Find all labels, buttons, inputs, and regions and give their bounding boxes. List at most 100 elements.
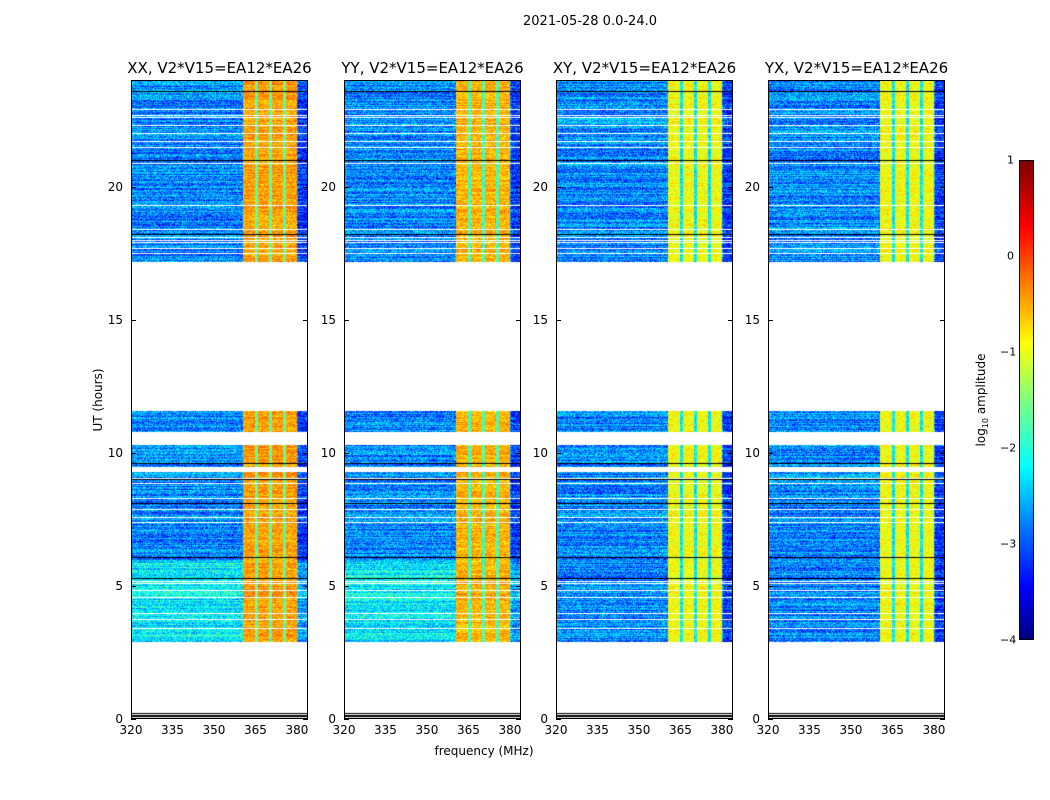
y-tick-mark xyxy=(344,452,349,454)
x-tick-label: 335 xyxy=(798,723,821,737)
y-tick-mark xyxy=(768,319,773,321)
spectrogram-image xyxy=(556,80,733,719)
y-tick-mark xyxy=(516,186,521,188)
y-tick-label: 20 xyxy=(532,179,548,194)
panel-title: XX, V2*V15=EA12*EA26 xyxy=(127,59,312,77)
x-tick-label: 365 xyxy=(244,723,267,737)
colorbar-tick-label: 0 xyxy=(1007,249,1014,263)
x-tick-label: 350 xyxy=(627,723,651,737)
y-tick-mark xyxy=(344,585,349,587)
colorbar-tick-label: −1 xyxy=(1000,345,1017,359)
y-tick-label: 0 xyxy=(115,712,123,726)
x-tick-label: 320 xyxy=(119,723,143,737)
y-tick-label: 15 xyxy=(532,312,548,327)
y-tick-mark xyxy=(556,319,561,321)
y-tick-mark xyxy=(303,452,308,454)
x-tick-label: 335 xyxy=(161,723,184,737)
x-tick-label: 350 xyxy=(202,723,226,737)
x-tick-label: 350 xyxy=(839,723,863,737)
y-tick-mark xyxy=(303,719,308,720)
y-tick-mark xyxy=(768,719,773,720)
y-tick-mark xyxy=(344,319,349,321)
y-tick-label: 20 xyxy=(744,179,760,194)
y-tick-mark xyxy=(940,585,945,587)
y-tick-mark xyxy=(940,319,945,321)
panel-title: YX, V2*V15=EA12*EA26 xyxy=(764,59,949,77)
y-tick-mark xyxy=(344,719,349,720)
y-tick-mark xyxy=(516,719,521,720)
panel-yy: YY, V2*V15=EA12*EA26 0 5 10 15 20 320 335 350 365… xyxy=(321,59,524,737)
x-axis-label: frequency (MHz) xyxy=(434,744,534,758)
y-axis-label: UT (hours) xyxy=(91,368,105,432)
panel-xx: XX, V2*V15=EA12*EA26 0 5 10 15 20 320 335 350 365… xyxy=(108,59,312,737)
x-tick-label: 320 xyxy=(332,723,356,737)
spectrogram-image xyxy=(344,80,521,719)
y-tick-label: 10 xyxy=(744,445,760,460)
x-tick-label: 365 xyxy=(881,723,904,737)
colorbar-tick-label: −4 xyxy=(1000,633,1017,647)
x-tick-label: 320 xyxy=(544,723,568,737)
spectrogram-image xyxy=(768,80,945,719)
y-tick-mark xyxy=(131,452,136,454)
y-tick-label: 5 xyxy=(328,578,336,593)
x-tick-label: 365 xyxy=(669,723,692,737)
y-tick-label: 20 xyxy=(107,179,123,194)
y-tick-label: 0 xyxy=(540,712,548,726)
y-tick-mark xyxy=(303,186,308,188)
y-tick-label: 0 xyxy=(752,712,760,726)
x-tick-label: 380 xyxy=(498,723,522,737)
y-tick-label: 5 xyxy=(115,578,123,593)
y-tick-mark xyxy=(556,719,561,720)
y-tick-label: 5 xyxy=(540,578,548,593)
x-tick-label: 320 xyxy=(756,723,780,737)
y-tick-mark xyxy=(131,719,136,720)
x-tick-label: 335 xyxy=(374,723,397,737)
y-tick-label: 5 xyxy=(752,578,760,593)
y-tick-mark xyxy=(768,585,773,587)
y-tick-mark xyxy=(940,186,945,188)
panel-yx: YX, V2*V15=EA12*EA26 0 5 10 15 20 320 335 350 365… xyxy=(745,59,948,737)
x-tick-label: 335 xyxy=(586,723,609,737)
x-tick-label: 380 xyxy=(710,723,734,737)
y-tick-mark xyxy=(940,719,945,720)
y-tick-mark xyxy=(131,186,136,188)
y-tick-mark xyxy=(131,585,136,587)
panel-xy: XY, V2*V15=EA12*EA26 0 5 10 15 20 320 335 350 365… xyxy=(533,59,736,737)
y-tick-mark xyxy=(940,452,945,454)
y-tick-mark xyxy=(516,585,521,587)
y-tick-mark xyxy=(556,585,561,587)
y-tick-mark xyxy=(516,452,521,454)
x-tick-label: 350 xyxy=(415,723,439,737)
y-tick-mark xyxy=(303,585,308,587)
y-tick-label: 15 xyxy=(107,312,123,327)
y-tick-mark xyxy=(768,186,773,188)
y-tick-mark xyxy=(131,319,136,321)
figure-title: 2021-05-28 0.0-24.0 xyxy=(523,14,657,29)
colorbar-tick-label: −3 xyxy=(1000,537,1017,551)
colorbar-tick-label: 1 xyxy=(1007,153,1014,167)
y-tick-label: 20 xyxy=(320,179,336,194)
panel-title: XY, V2*V15=EA12*EA26 xyxy=(552,59,737,77)
y-tick-label: 15 xyxy=(320,312,336,327)
y-tick-mark xyxy=(728,585,733,587)
colorbar-label: log10 amplitude xyxy=(973,353,991,447)
y-tick-mark xyxy=(728,186,733,188)
x-tick-label: 380 xyxy=(285,723,309,737)
y-tick-label: 10 xyxy=(107,445,123,460)
y-tick-mark xyxy=(516,319,521,321)
y-tick-label: 0 xyxy=(328,712,336,726)
y-tick-mark xyxy=(556,186,561,188)
y-tick-mark xyxy=(728,319,733,321)
y-tick-mark xyxy=(768,452,773,454)
y-tick-mark xyxy=(344,186,349,188)
spectrogram-image xyxy=(131,80,308,719)
x-tick-label: 365 xyxy=(457,723,480,737)
panel-title: YY, V2*V15=EA12*EA26 xyxy=(341,59,524,77)
y-tick-label: 10 xyxy=(532,445,548,460)
colorbar xyxy=(1019,160,1034,640)
y-tick-label: 15 xyxy=(744,312,760,327)
y-tick-mark xyxy=(303,319,308,321)
x-tick-label: 380 xyxy=(922,723,946,737)
y-tick-mark xyxy=(728,719,733,720)
